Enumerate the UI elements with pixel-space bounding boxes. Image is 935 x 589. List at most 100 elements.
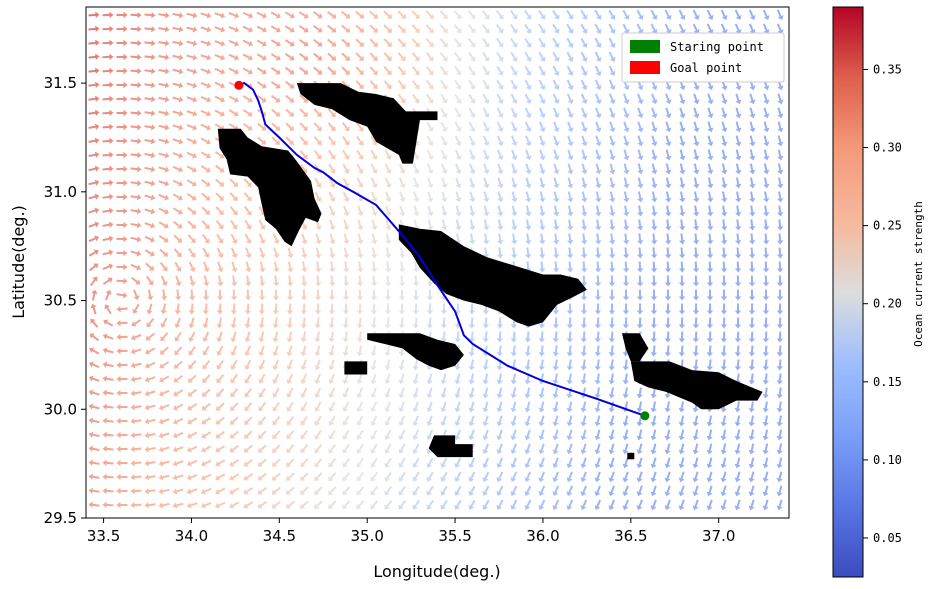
- current-arrow: [650, 233, 658, 245]
- current-arrow: [286, 458, 295, 467]
- current-arrow: [496, 443, 503, 455]
- current-arrow: [397, 66, 406, 76]
- planned-path: [238, 81, 646, 417]
- current-arrow: [158, 82, 170, 89]
- current-arrow: [342, 457, 351, 468]
- current-arrow: [186, 82, 198, 89]
- current-arrow: [214, 12, 226, 19]
- current-arrow: [159, 389, 170, 397]
- current-arrow: [228, 12, 240, 19]
- current-arrow: [130, 250, 142, 257]
- current-arrow: [453, 51, 462, 62]
- current-arrow: [454, 149, 462, 161]
- current-arrow: [228, 25, 240, 33]
- current-arrow: [525, 135, 532, 147]
- current-arrow: [524, 247, 532, 259]
- current-arrow: [355, 38, 365, 47]
- current-arrow: [244, 402, 253, 412]
- current-arrow: [399, 247, 406, 259]
- current-arrow: [637, 135, 644, 147]
- current-arrow: [776, 499, 783, 511]
- current-arrow: [776, 457, 783, 469]
- current-arrow: [158, 124, 170, 131]
- current-arrow: [314, 331, 321, 343]
- current-arrow: [188, 261, 196, 272]
- current-arrow: [158, 432, 170, 439]
- current-arrow: [608, 373, 615, 385]
- x-tick-label: 35.5: [438, 527, 471, 545]
- current-arrow: [721, 191, 728, 203]
- current-arrow: [552, 415, 559, 427]
- current-arrow: [187, 445, 198, 453]
- current-arrow: [749, 121, 756, 133]
- current-arrow: [608, 261, 616, 273]
- current-arrow: [510, 345, 517, 357]
- current-arrow: [328, 345, 335, 357]
- current-arrow: [664, 9, 672, 20]
- current-arrow: [299, 136, 308, 146]
- current-arrow: [173, 360, 183, 369]
- current-arrow: [580, 499, 588, 511]
- current-arrow: [130, 67, 142, 75]
- current-arrow: [580, 65, 588, 76]
- current-arrow: [172, 26, 184, 33]
- current-arrow: [201, 402, 211, 411]
- current-arrow: [468, 345, 475, 357]
- current-arrow: [188, 317, 195, 329]
- current-arrow: [496, 135, 504, 147]
- current-arrow: [426, 93, 434, 104]
- current-arrow: [90, 303, 97, 315]
- current-arrow: [412, 387, 419, 399]
- current-arrow: [678, 457, 685, 469]
- current-arrow: [594, 317, 602, 329]
- current-arrow: [145, 262, 155, 271]
- current-arrow: [398, 457, 406, 468]
- current-arrow: [496, 93, 504, 104]
- current-arrow: [174, 317, 181, 329]
- current-arrow: [553, 219, 560, 231]
- current-arrow: [243, 178, 252, 188]
- current-arrow: [440, 485, 448, 496]
- current-arrow: [776, 485, 783, 497]
- current-arrow: [720, 233, 728, 245]
- current-arrow: [566, 485, 574, 497]
- current-arrow: [763, 121, 770, 133]
- current-arrow: [385, 191, 392, 203]
- current-arrow: [580, 345, 588, 357]
- current-arrow: [328, 177, 336, 188]
- current-arrow: [453, 24, 462, 34]
- current-arrow: [594, 387, 601, 399]
- current-arrow: [242, 25, 253, 33]
- current-arrow: [327, 24, 337, 33]
- current-arrow: [524, 471, 532, 483]
- current-arrow: [776, 401, 783, 413]
- current-arrow: [679, 93, 686, 105]
- current-arrow: [622, 303, 630, 315]
- current-arrow: [776, 415, 783, 427]
- current-arrow: [187, 431, 198, 439]
- current-arrow: [327, 38, 337, 47]
- current-arrow: [734, 345, 742, 357]
- current-arrow: [426, 471, 434, 482]
- current-arrow: [496, 499, 504, 510]
- current-arrow: [144, 235, 155, 243]
- current-arrow: [300, 359, 307, 371]
- current-arrow: [272, 430, 281, 440]
- current-arrow: [539, 233, 546, 245]
- current-arrow: [763, 149, 770, 161]
- current-arrow: [637, 121, 644, 133]
- current-arrow: [146, 303, 153, 315]
- current-arrow: [144, 390, 156, 397]
- current-arrow: [748, 345, 756, 357]
- current-arrow: [425, 52, 434, 62]
- current-arrow: [552, 65, 560, 76]
- current-arrow: [413, 177, 420, 189]
- current-arrow: [552, 471, 559, 483]
- current-arrow: [160, 332, 169, 342]
- current-arrow: [413, 191, 420, 203]
- current-arrow: [483, 177, 490, 189]
- current-arrow: [734, 429, 741, 441]
- current-arrow: [482, 93, 490, 104]
- current-arrow: [102, 459, 114, 467]
- current-arrow: [454, 401, 461, 413]
